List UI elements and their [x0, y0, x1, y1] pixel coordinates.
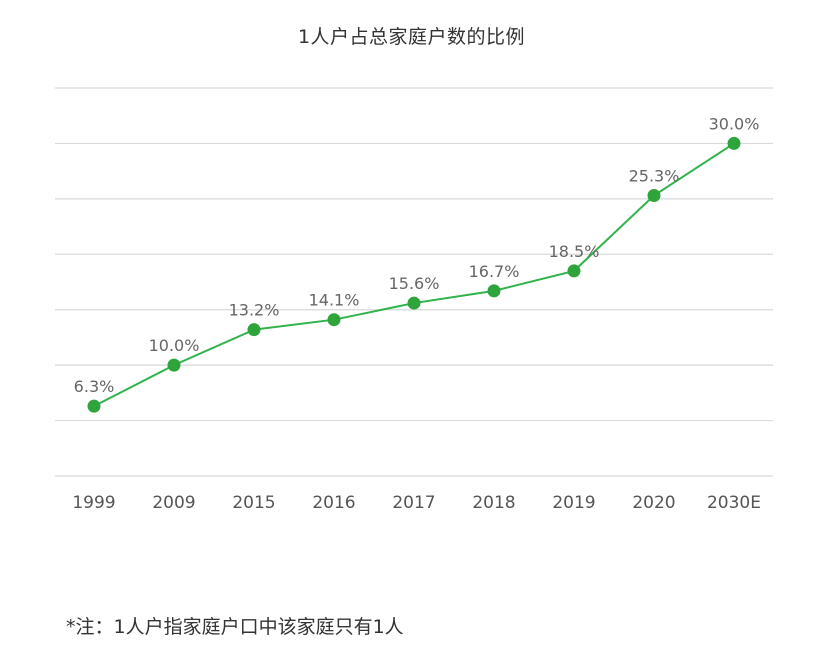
chart-title: 1人户占总家庭户数的比例 — [297, 26, 526, 48]
data-point — [87, 399, 101, 413]
x-tick-label: 2030E — [707, 493, 761, 513]
data-point — [487, 284, 501, 298]
footnote: *注：1人户指家庭户口中该家庭只有1人 — [66, 616, 404, 638]
data-label: 25.3% — [629, 167, 680, 186]
data-label: 10.0% — [149, 336, 200, 355]
data-label: 13.2% — [229, 301, 280, 320]
x-axis-tick-labels: 1999 2009 2015 2016 2017 2018 2019 2020 2030E — [72, 493, 761, 513]
data-label: 14.1% — [309, 291, 360, 310]
data-point — [567, 264, 581, 278]
x-tick-label: 2019 — [552, 493, 595, 513]
data-point — [647, 189, 661, 203]
data-label: 15.6% — [389, 274, 440, 293]
x-tick-label: 2020 — [632, 493, 675, 513]
x-tick-label: 2018 — [472, 493, 515, 513]
data-label: 18.5% — [549, 242, 600, 261]
x-tick-label: 1999 — [72, 493, 115, 513]
data-label: 6.3% — [74, 377, 115, 396]
data-point — [327, 313, 341, 327]
data-point — [247, 323, 261, 337]
data-point — [167, 358, 181, 372]
data-label: 30.0% — [709, 114, 760, 133]
data-points — [87, 136, 741, 413]
data-label: 16.7% — [469, 262, 520, 281]
line-chart: 6.3% 10.0% 13.2% 14.1% 15.6% 16.7% 18.5% 25.3% 3… — [55, 87, 773, 513]
data-labels: 6.3% 10.0% 13.2% 14.1% 15.6% 16.7% 18.5% 25.3% 3… — [74, 114, 760, 396]
x-tick-label: 2016 — [312, 493, 355, 513]
x-tick-label: 2015 — [232, 493, 275, 513]
x-tick-label: 2017 — [392, 493, 435, 513]
grid-lines — [55, 87, 773, 477]
data-point — [727, 136, 741, 150]
data-point — [407, 296, 421, 310]
x-tick-label: 2009 — [152, 493, 195, 513]
